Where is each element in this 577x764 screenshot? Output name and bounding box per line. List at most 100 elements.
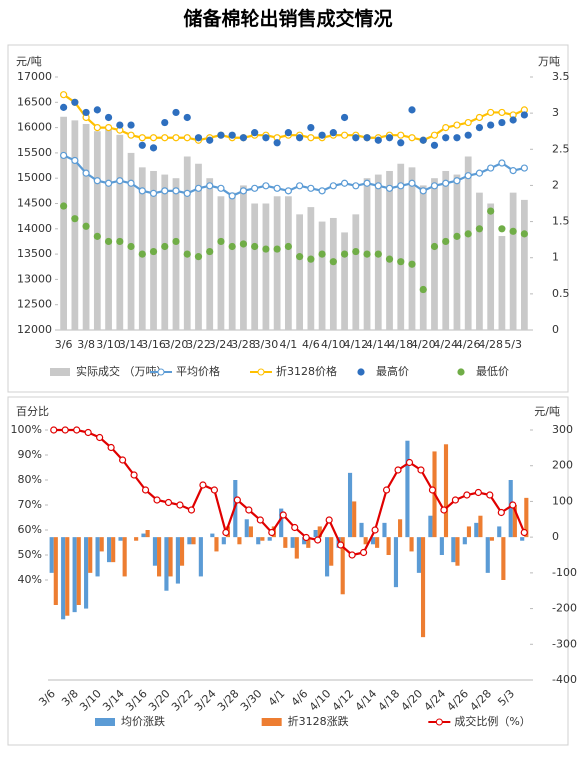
line-marker bbox=[302, 533, 310, 542]
bar bbox=[431, 178, 438, 330]
y-tick-label: 100% bbox=[11, 423, 42, 436]
bar bbox=[363, 537, 368, 545]
x-tick-label: 5/3 bbox=[504, 338, 522, 351]
x-tick-label: 3/10 bbox=[77, 687, 104, 714]
dot bbox=[397, 139, 405, 147]
dot bbox=[104, 237, 113, 246]
bar bbox=[296, 214, 303, 330]
bar bbox=[244, 519, 249, 538]
bar bbox=[382, 522, 387, 538]
bar bbox=[93, 131, 101, 330]
dot bbox=[251, 242, 259, 251]
x-tick-label: 4/14 bbox=[366, 338, 391, 351]
x-tick-label: 4/12 bbox=[330, 687, 357, 714]
line-marker bbox=[233, 496, 241, 504]
line-marker bbox=[172, 134, 180, 142]
bar bbox=[237, 537, 242, 545]
y-tick-label: 16500 bbox=[17, 95, 52, 108]
line-marker bbox=[239, 187, 248, 195]
y2-tick-label: 0 bbox=[552, 530, 559, 543]
dot bbox=[127, 121, 135, 129]
x-tick-label: 4/14 bbox=[353, 687, 380, 714]
bar bbox=[279, 508, 284, 538]
bar bbox=[393, 537, 399, 588]
line-marker bbox=[509, 167, 517, 175]
y-tick-label: 15000 bbox=[17, 171, 52, 184]
line-marker bbox=[183, 134, 191, 142]
line-marker bbox=[487, 108, 495, 117]
dot bbox=[273, 245, 281, 253]
bar bbox=[306, 537, 311, 548]
x-tick-label: 4/28 bbox=[467, 687, 494, 714]
line-marker bbox=[104, 179, 113, 187]
line-marker bbox=[405, 458, 414, 467]
line-marker bbox=[487, 164, 495, 172]
x-tick-label: 4/18 bbox=[376, 687, 403, 714]
y-tick-label: 14500 bbox=[17, 197, 52, 210]
bar bbox=[313, 530, 318, 538]
line-marker bbox=[107, 443, 115, 452]
dot bbox=[194, 253, 203, 261]
bar bbox=[161, 174, 169, 330]
x-tick-label: 3/20 bbox=[146, 687, 173, 714]
bar bbox=[127, 152, 135, 330]
bar bbox=[84, 537, 89, 609]
y-tick-label: 50% bbox=[18, 548, 42, 561]
dot bbox=[329, 258, 337, 266]
line-marker bbox=[256, 516, 264, 524]
dot bbox=[284, 242, 292, 251]
x-tick-label: 3/30 bbox=[254, 338, 279, 351]
line-marker bbox=[509, 501, 517, 509]
dot bbox=[93, 232, 101, 240]
y2-tick-label: 300 bbox=[552, 423, 573, 436]
line-marker bbox=[183, 189, 191, 197]
bar bbox=[375, 537, 380, 548]
x-tick-label: 3/14 bbox=[100, 687, 127, 714]
bar bbox=[386, 537, 391, 555]
legend-swatch bbox=[457, 368, 465, 376]
bar bbox=[520, 537, 525, 541]
bar bbox=[134, 537, 139, 541]
bar bbox=[228, 192, 236, 330]
bar bbox=[352, 214, 360, 330]
bar bbox=[267, 537, 272, 541]
line-marker bbox=[60, 91, 68, 99]
dot bbox=[228, 131, 236, 139]
y-tick-label: 70% bbox=[18, 498, 42, 511]
line-marker bbox=[352, 182, 360, 190]
line-marker bbox=[172, 187, 180, 195]
dot bbox=[71, 215, 79, 223]
line-marker bbox=[408, 179, 416, 187]
dot bbox=[408, 106, 416, 114]
y2-tick-label: 200 bbox=[552, 459, 573, 472]
x-tick-label: 4/26 bbox=[444, 687, 471, 714]
x-tick-label: 4/10 bbox=[321, 338, 346, 351]
y2-tick-label: 2.5 bbox=[552, 142, 570, 155]
x-tick-label: 3/20 bbox=[164, 338, 189, 351]
x-tick-label: 3/22 bbox=[169, 687, 196, 714]
bar bbox=[198, 537, 203, 577]
dot bbox=[206, 136, 214, 144]
legend-label: 折3128价格 bbox=[276, 364, 337, 378]
dot bbox=[498, 225, 506, 233]
line-marker bbox=[408, 134, 416, 142]
bar bbox=[464, 156, 472, 330]
bar bbox=[509, 192, 517, 330]
x-tick-label: 5/3 bbox=[495, 687, 517, 709]
line-marker bbox=[340, 179, 349, 187]
dot bbox=[385, 255, 394, 263]
dot bbox=[307, 255, 315, 263]
line-marker bbox=[307, 184, 315, 192]
line-marker bbox=[520, 164, 528, 172]
x-tick-label: 3/28 bbox=[231, 338, 256, 351]
bar bbox=[195, 163, 202, 330]
line-marker bbox=[141, 486, 150, 494]
bar bbox=[106, 537, 112, 563]
bar bbox=[99, 537, 104, 552]
y-tick-label: 80% bbox=[18, 473, 42, 486]
legend-label: 最低价 bbox=[476, 365, 509, 378]
dot bbox=[262, 134, 270, 142]
bar bbox=[329, 537, 334, 566]
line-marker bbox=[194, 184, 203, 192]
bar bbox=[386, 170, 393, 330]
